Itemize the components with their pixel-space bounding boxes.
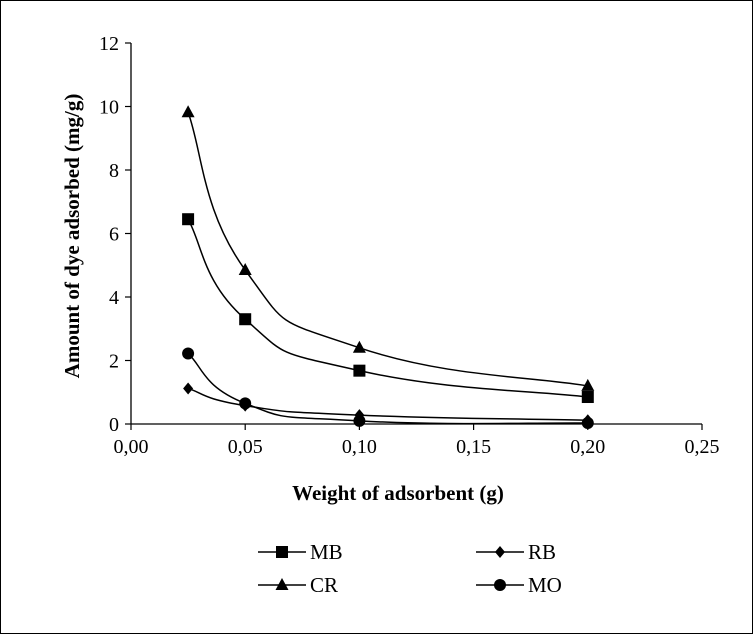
axes: 0 2 4 6 8 10 12 0,00 0,05 0,10 0,15 0,20 0,25	[99, 33, 720, 458]
legend-label: MB	[310, 540, 343, 564]
data-point-rb	[183, 382, 194, 395]
series-line-rb	[187, 387, 588, 421]
series-layer	[181, 105, 595, 430]
legend-label: RB	[528, 540, 556, 564]
data-point-mb	[239, 313, 252, 326]
legend-marker-mb	[276, 546, 288, 558]
data-point-mo	[581, 417, 594, 430]
series-cr	[181, 105, 595, 391]
series-line-mb	[187, 218, 588, 398]
legend-label: MO	[528, 573, 562, 597]
legend-item-cr: CR	[258, 573, 338, 597]
x-axis-ticks: 0,00 0,05 0,10 0,15 0,20 0,25	[114, 424, 720, 458]
y-tick-label: 0	[109, 414, 119, 436]
y-tick-label: 2	[109, 351, 119, 373]
series-mb	[182, 213, 594, 404]
legend-marker-mo	[494, 579, 506, 591]
data-point-cr	[238, 263, 252, 276]
legend-item-rb: RB	[476, 540, 556, 564]
x-tick-label: 0,10	[342, 436, 377, 458]
data-point-mo	[182, 347, 195, 360]
y-tick-label: 10	[99, 97, 119, 119]
data-point-cr	[581, 378, 595, 391]
y-tick-label: 6	[109, 224, 119, 246]
data-point-mb	[581, 391, 594, 404]
data-point-mb	[182, 213, 195, 226]
legend-item-mb: MB	[258, 540, 343, 564]
legend-label: CR	[310, 573, 338, 597]
x-tick-label: 0,15	[456, 436, 491, 458]
x-tick-label: 0,20	[570, 436, 605, 458]
legend-marker-rb	[495, 546, 505, 558]
data-point-cr	[352, 340, 366, 353]
y-axis-title: Amount of dye adsorbed (mg/g)	[60, 94, 84, 379]
series-line-mo	[187, 352, 588, 425]
legend: MB RB CR MO	[258, 540, 562, 597]
legend-item-mo: MO	[476, 573, 562, 597]
y-axis-ticks: 0 2 4 6 8 10 12	[99, 33, 131, 436]
series-mo	[182, 347, 594, 430]
x-tick-label: 0,00	[114, 436, 149, 458]
y-tick-label: 4	[109, 287, 119, 309]
y-tick-label: 12	[99, 33, 119, 55]
data-point-mo	[239, 397, 252, 410]
data-point-mo	[353, 414, 366, 427]
legend-marker-cr	[275, 578, 289, 590]
x-axis-title: Weight of adsorbent (g)	[292, 481, 504, 505]
y-tick-label: 8	[109, 160, 119, 182]
data-point-mb	[353, 364, 366, 377]
x-tick-label: 0,25	[685, 436, 720, 458]
series-line-cr	[187, 111, 588, 387]
data-point-cr	[181, 105, 195, 118]
x-tick-label: 0,05	[228, 436, 263, 458]
